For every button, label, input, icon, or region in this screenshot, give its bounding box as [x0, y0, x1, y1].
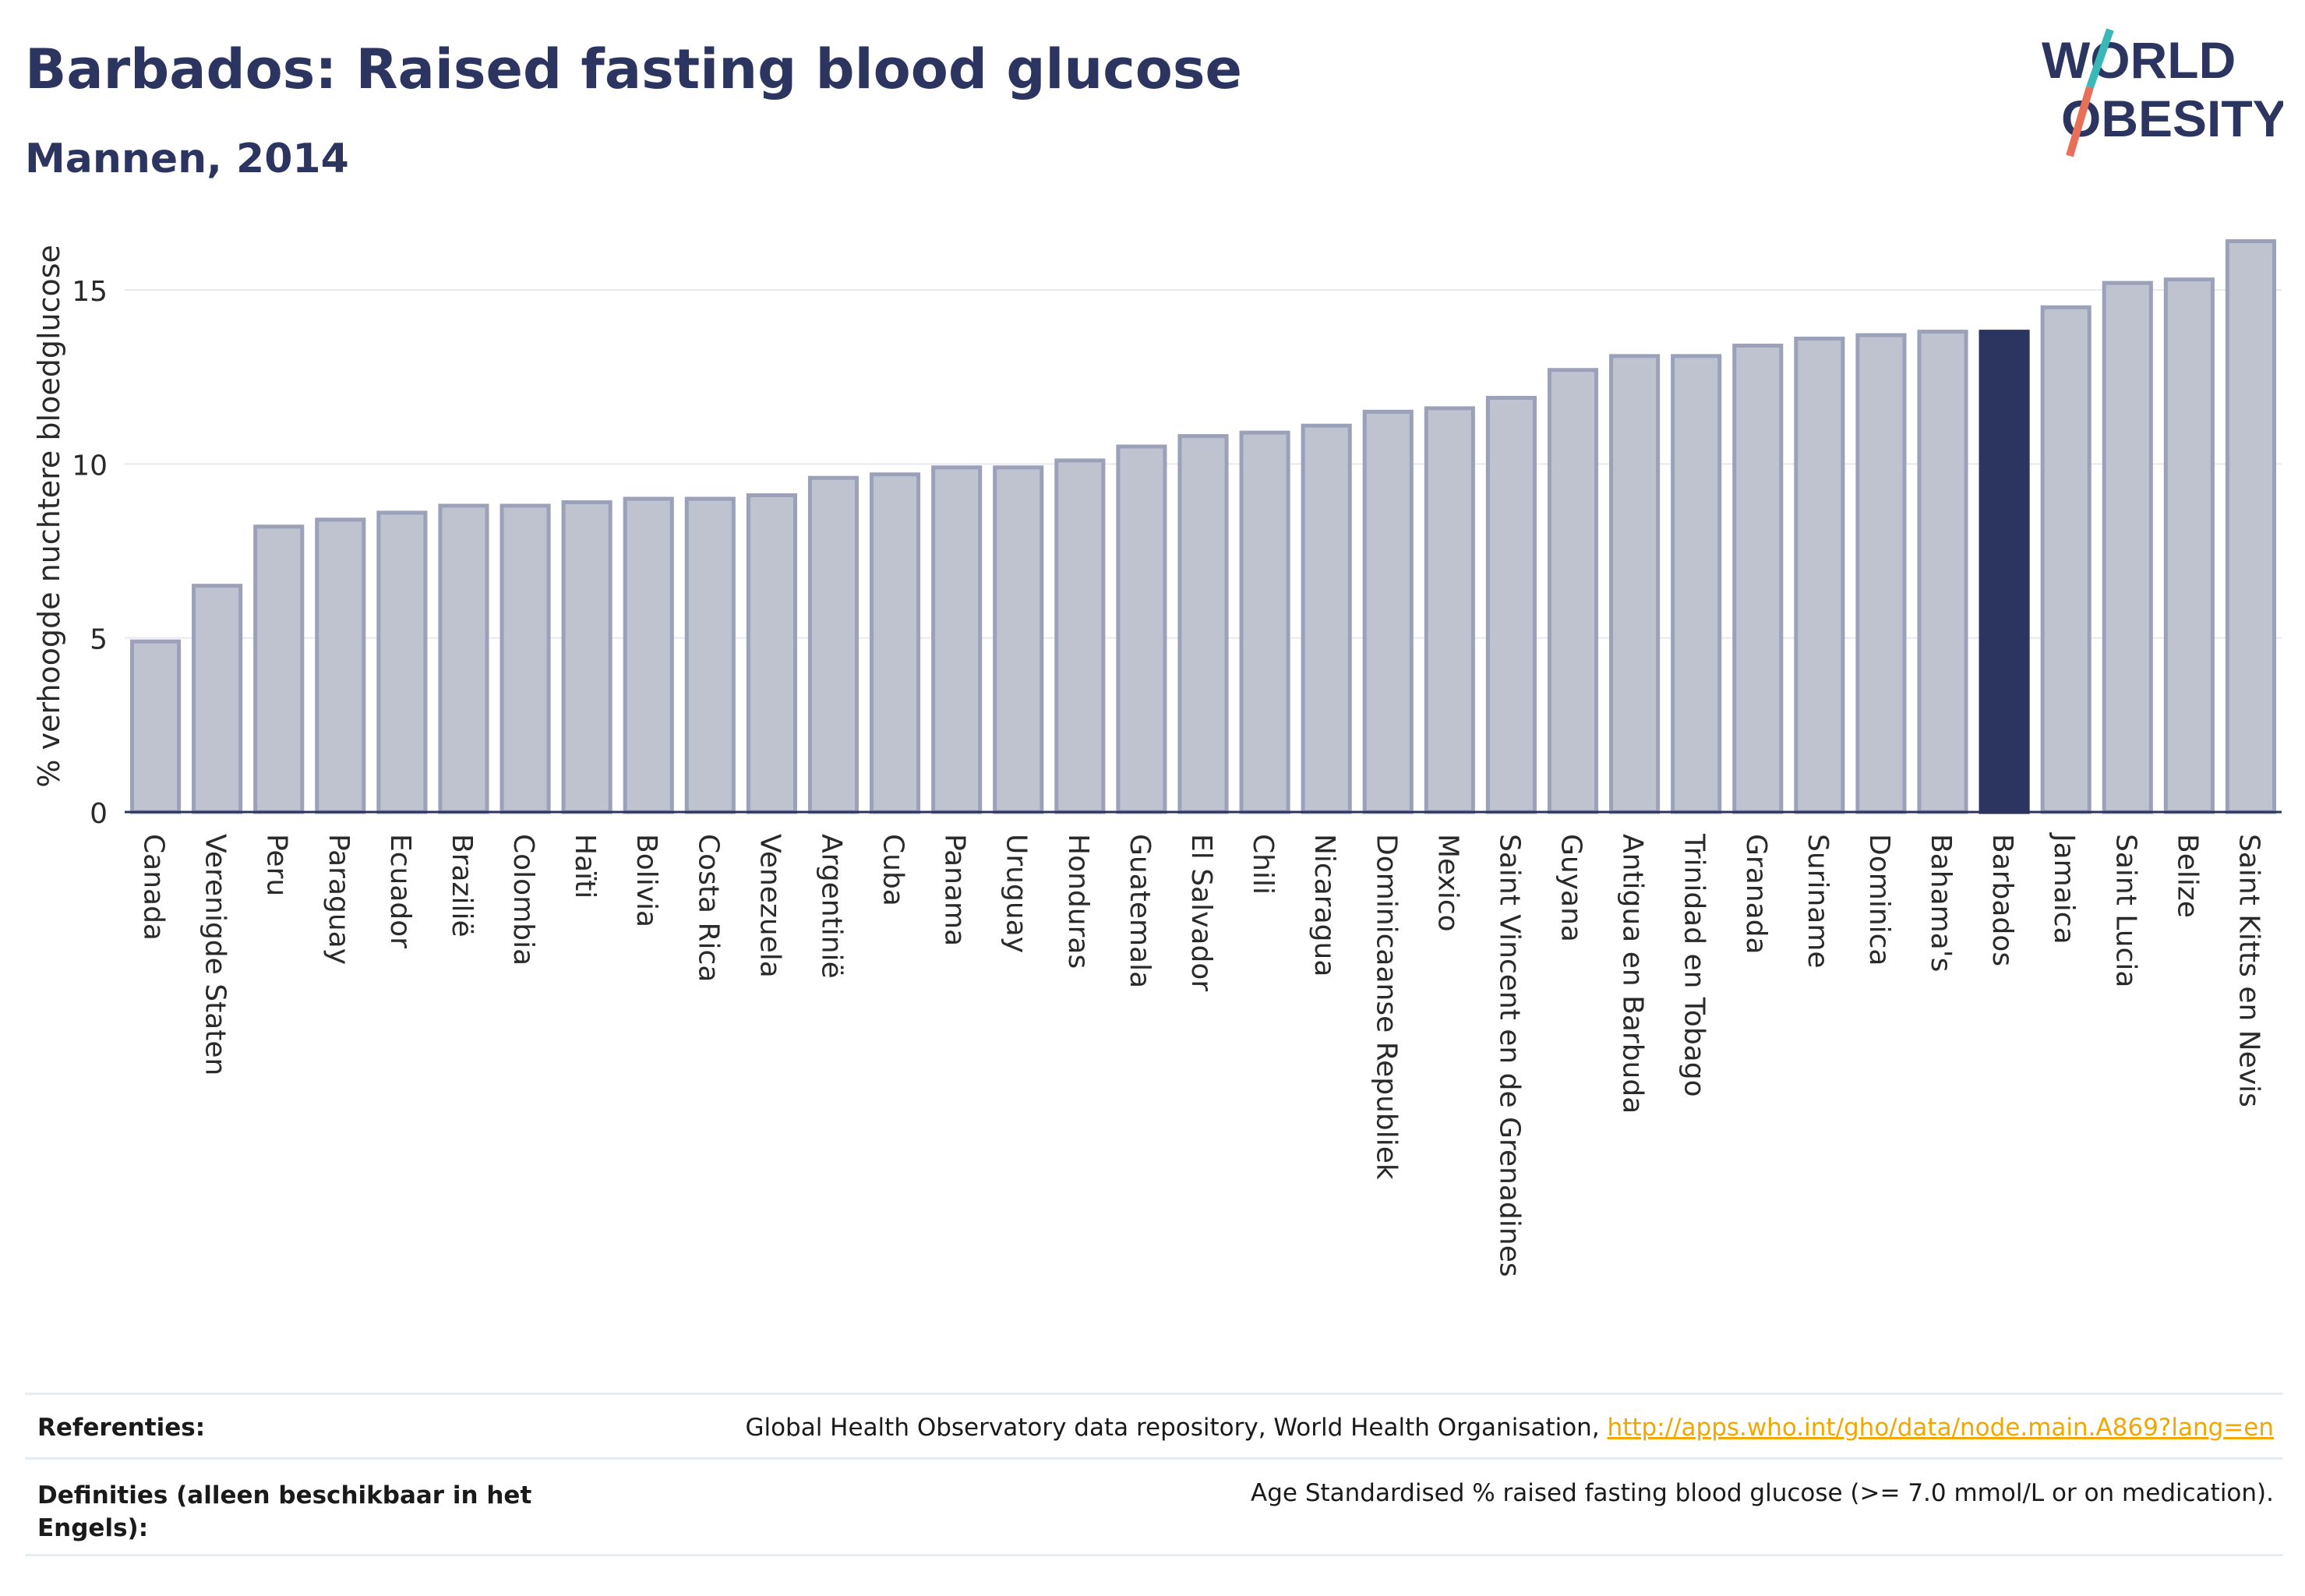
logo-line1: WORLD	[2042, 31, 2236, 89]
x-tick-label: Granada	[1740, 834, 1772, 955]
bar	[315, 517, 366, 814]
x-tick-label: Canada	[138, 834, 170, 941]
bar	[499, 503, 551, 814]
x-tick-label: Guyana	[1555, 834, 1587, 942]
x-tick-label: Barbados	[1986, 834, 2018, 966]
footer-divider-top	[25, 1393, 2283, 1395]
references-value: Global Health Observatory data repositor…	[745, 1414, 2274, 1442]
x-tick-label: Venezuela	[754, 834, 785, 978]
x-tick-label: Peru	[261, 834, 293, 896]
x-tick-label: Cuba	[877, 834, 909, 906]
x-tick-label: Haïti	[569, 834, 601, 899]
logo-slash-teal	[2086, 28, 2114, 89]
bar	[684, 496, 736, 814]
x-tick-label: Bahama's	[1925, 834, 1957, 972]
x-tick-label: Costa Rica	[692, 834, 724, 982]
chart-title: Barbados: Raised fasting blood glucose	[25, 37, 1242, 101]
x-tick-label: Honduras	[1062, 834, 1094, 969]
bar	[1424, 406, 1475, 814]
footer-divider-middle	[25, 1457, 2283, 1460]
x-tick-label: Mexico	[1431, 834, 1463, 932]
bar	[129, 639, 182, 814]
x-tick-label: Saint Vincent en de Grenadines	[1493, 834, 1525, 1277]
x-tick-label: Nicaragua	[1308, 834, 1340, 976]
y-axis-label: % verhoogde nuchtere bloedglucose	[32, 245, 66, 787]
x-tick-label: Belize	[2171, 834, 2203, 918]
bar	[1671, 354, 1722, 814]
y-tick-label: 15	[72, 276, 108, 308]
bar	[2225, 238, 2277, 814]
bar	[1485, 395, 1537, 814]
bar	[1732, 343, 1784, 814]
bar	[1547, 368, 1599, 814]
bar	[870, 472, 921, 814]
bar	[993, 465, 1044, 814]
bar	[746, 493, 797, 814]
references-link[interactable]: http://apps.who.int/gho/data/node.main.A…	[1607, 1414, 2274, 1442]
bar	[1301, 423, 1352, 814]
x-tick-label: Colombia	[507, 834, 539, 966]
y-tick-label: 0	[90, 798, 108, 830]
bar	[1917, 330, 1968, 814]
bar	[1794, 337, 1845, 814]
x-tick-label: Saint Lucia	[2109, 834, 2141, 987]
x-tick-label: Brazilië	[446, 834, 478, 937]
x-tick-label: Argentinië	[815, 834, 847, 979]
world-obesity-logo: WORLD OBESITY	[2042, 28, 2283, 157]
x-tick-label: El Salvador	[1185, 834, 1217, 991]
x-tick-label: Antigua en Barbuda	[1617, 834, 1649, 1114]
definitions-label: Definities (alleen beschikbaar in het En…	[37, 1481, 532, 1542]
x-tick-label: Bolivia	[630, 834, 662, 927]
definitions-value: Age Standardised % raised fasting blood …	[1251, 1479, 2274, 1507]
y-tick-label: 10	[72, 450, 108, 482]
y-tick-label: 5	[90, 624, 108, 656]
x-tick-label: Ecuador	[384, 834, 416, 948]
bar	[1609, 354, 1661, 814]
bar	[438, 503, 489, 814]
bar-chart: 0 5 10 15% verhoogde nuchtere bloedglucose C…	[32, 238, 2282, 1277]
x-tick-label: Saint Kitts en Nevis	[2233, 834, 2264, 1107]
bar	[1362, 409, 1414, 814]
x-tick-label: Trinidad en Tobago	[1678, 833, 1710, 1097]
footer-divider-bottom	[25, 1554, 2283, 1556]
bar	[561, 500, 612, 814]
x-tick-label: Uruguay	[1001, 834, 1032, 953]
x-tick-label: Dominicaanse Republiek	[1370, 834, 1402, 1180]
chart-subtitle: Mannen, 2014	[25, 136, 349, 182]
bar	[253, 524, 305, 814]
x-tick-label: Panama	[939, 834, 971, 946]
bar	[376, 510, 428, 814]
bar	[1855, 333, 1907, 814]
x-tick-label: Chili	[1247, 834, 1279, 895]
x-tick-label: Dominica	[1863, 834, 1895, 966]
bar	[1054, 458, 1106, 814]
x-tick-label: Suriname	[1802, 834, 1834, 969]
x-tick-label: Paraguay	[323, 834, 355, 965]
x-tick-label: Verenigde Staten	[199, 834, 231, 1075]
bar	[192, 584, 243, 814]
bar	[931, 465, 983, 814]
logo-slash-coral	[2066, 86, 2094, 157]
bar	[2040, 305, 2091, 814]
x-tick-label: Jamaica	[2048, 832, 2080, 945]
bar	[2163, 277, 2215, 814]
references-text: Global Health Observatory data repositor…	[745, 1414, 1608, 1442]
bar	[1239, 430, 1290, 814]
bar	[1116, 444, 1167, 814]
x-tick-label: Guatemala	[1124, 834, 1156, 988]
references-label: Referenties:	[37, 1414, 206, 1442]
bar	[807, 475, 860, 814]
bar	[2102, 281, 2153, 814]
logo-line2: OBESITY	[2061, 90, 2283, 147]
bar	[1177, 434, 1229, 814]
bar	[1978, 330, 2030, 814]
bar	[623, 496, 674, 814]
